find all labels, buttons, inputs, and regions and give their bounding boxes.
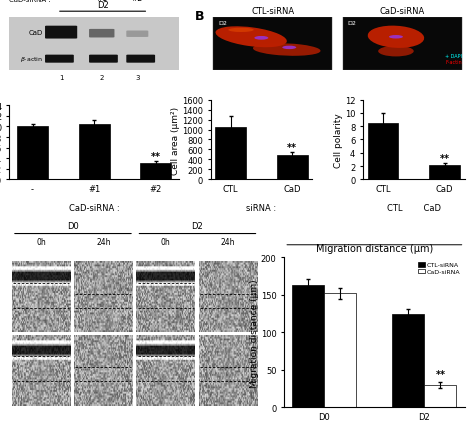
Bar	[324, 294, 356, 407]
Ellipse shape	[283, 46, 296, 50]
FancyBboxPatch shape	[126, 32, 148, 38]
Bar	[367, 124, 398, 180]
Bar	[79, 124, 109, 180]
Text: D2: D2	[191, 221, 203, 230]
Text: siRNA :: siRNA :	[246, 204, 276, 213]
Text: F-actin: F-actin	[446, 60, 462, 65]
Text: + DAPI: + DAPI	[445, 54, 462, 59]
Text: CaD: CaD	[29, 29, 43, 35]
Text: CTL-siRNA: CTL-siRNA	[251, 7, 294, 16]
Text: #2: #2	[132, 0, 143, 3]
Bar	[140, 164, 171, 180]
Bar	[392, 314, 424, 407]
Bar	[215, 128, 246, 180]
FancyBboxPatch shape	[126, 56, 155, 64]
Text: CaD-siRNA: CaD-siRNA	[380, 7, 425, 16]
FancyBboxPatch shape	[45, 27, 77, 39]
Text: 2: 2	[100, 75, 104, 81]
Bar	[424, 385, 456, 407]
Text: **: **	[439, 153, 449, 163]
Text: 0h: 0h	[161, 237, 171, 247]
FancyBboxPatch shape	[89, 30, 114, 39]
Text: D2: D2	[218, 21, 227, 26]
FancyBboxPatch shape	[89, 56, 118, 64]
Text: **: **	[435, 370, 446, 379]
Text: 0h: 0h	[36, 237, 46, 247]
Text: -: -	[60, 0, 63, 3]
Y-axis label: Migration distance (μm): Migration distance (μm)	[250, 279, 259, 387]
Y-axis label: Cell area (μm²): Cell area (μm²)	[172, 106, 181, 174]
Text: D2: D2	[348, 21, 356, 26]
Text: 24h: 24h	[221, 237, 235, 247]
Bar	[429, 166, 460, 180]
Ellipse shape	[255, 37, 268, 41]
Ellipse shape	[228, 28, 254, 33]
Bar	[213, 18, 332, 71]
Bar	[343, 18, 462, 71]
Title: Migration distance (μm): Migration distance (μm)	[316, 243, 433, 253]
Y-axis label: Cell polarity: Cell polarity	[334, 113, 343, 167]
Ellipse shape	[378, 47, 414, 57]
Bar	[292, 286, 324, 407]
Text: B: B	[195, 10, 205, 23]
Text: D0: D0	[67, 221, 79, 230]
Text: 1: 1	[59, 75, 64, 81]
Ellipse shape	[389, 36, 403, 39]
Ellipse shape	[253, 44, 320, 57]
Text: **: **	[151, 152, 161, 161]
Text: $\beta$-actin: $\beta$-actin	[20, 55, 43, 64]
Text: 24h: 24h	[96, 237, 111, 247]
Text: 3: 3	[135, 75, 139, 81]
Ellipse shape	[216, 27, 287, 48]
Text: **: **	[287, 143, 297, 153]
Bar	[277, 155, 308, 180]
FancyBboxPatch shape	[45, 56, 74, 64]
Ellipse shape	[368, 27, 424, 49]
Text: CaD-siRNA :: CaD-siRNA :	[9, 0, 51, 3]
Legend: CTL-siRNA, CaD-siRNA: CTL-siRNA, CaD-siRNA	[417, 261, 461, 276]
Text: CTL        CaD: CTL CaD	[387, 204, 441, 213]
Text: CaD-siRNA :: CaD-siRNA :	[69, 204, 119, 212]
Text: D2: D2	[97, 1, 109, 10]
Bar	[17, 127, 48, 180]
Text: #1: #1	[96, 0, 107, 3]
